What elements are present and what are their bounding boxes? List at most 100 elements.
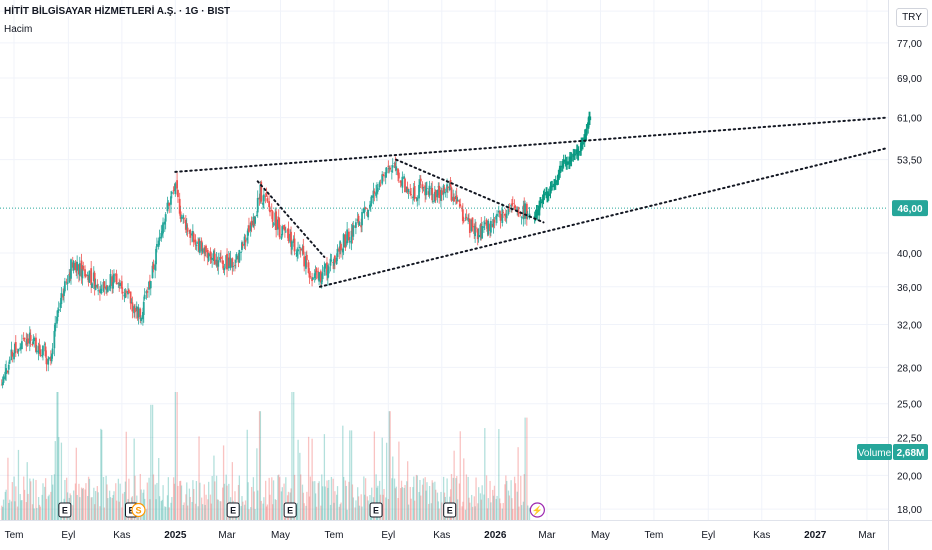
candle-body xyxy=(57,308,60,312)
volume-bar xyxy=(33,508,35,520)
volume-bar xyxy=(171,497,173,520)
candle-body xyxy=(446,184,448,193)
volume-bar xyxy=(179,481,181,520)
candle-body xyxy=(443,187,446,193)
candle-body xyxy=(284,231,287,233)
volume-bar xyxy=(391,478,393,520)
candle-body xyxy=(85,274,87,277)
volume-bar xyxy=(160,501,162,520)
volume-bar xyxy=(44,478,47,520)
volume-bar xyxy=(90,497,92,520)
volume-bar xyxy=(168,507,170,520)
volume-bar xyxy=(382,494,384,520)
volume-bar xyxy=(9,499,11,520)
candle-body xyxy=(330,259,333,261)
volume-bar xyxy=(209,494,212,520)
candle-body xyxy=(391,165,394,168)
volume-bar xyxy=(351,484,354,520)
volume-bar xyxy=(440,491,442,520)
volume-bar xyxy=(105,475,107,520)
candle-body xyxy=(163,221,166,225)
volume-bar xyxy=(11,482,13,520)
volume-bar xyxy=(222,487,224,520)
volume-bar xyxy=(293,474,296,520)
volume-bar xyxy=(428,486,431,520)
candle-body xyxy=(389,167,391,170)
candle-body xyxy=(127,289,130,294)
candle-body xyxy=(152,263,155,270)
candle-body xyxy=(357,215,360,225)
projection-candle-body xyxy=(562,159,565,164)
volume-bar xyxy=(197,506,199,520)
volume-bar xyxy=(210,503,212,520)
candle-body xyxy=(192,233,195,243)
candle-body xyxy=(283,227,286,231)
currency-button[interactable]: TRY xyxy=(896,8,928,27)
candle-body xyxy=(155,248,157,265)
volume-bar xyxy=(100,428,102,520)
projection-candle-body xyxy=(572,153,575,158)
candle-body xyxy=(84,269,86,277)
volume-bar xyxy=(395,486,397,520)
volume-bar xyxy=(102,477,105,520)
volume-bar xyxy=(280,491,283,520)
candle-body xyxy=(336,248,339,258)
volume-bar xyxy=(57,392,59,520)
volume-bar xyxy=(240,506,242,520)
volume-bar xyxy=(355,500,357,520)
volume-bar xyxy=(54,441,56,520)
candle-body xyxy=(241,243,244,247)
volume-bar xyxy=(148,477,150,520)
candle-body xyxy=(418,181,421,185)
candle-body xyxy=(397,168,399,176)
volume-bar xyxy=(360,494,362,520)
volume-bar xyxy=(450,473,453,520)
volume-bar xyxy=(155,499,157,520)
volume-bar xyxy=(401,487,404,520)
candle-body xyxy=(508,206,511,209)
volume-bar xyxy=(260,500,262,520)
volume-bar xyxy=(31,504,34,520)
volume-bar xyxy=(97,492,99,520)
volume-indicator-label[interactable]: Hacim xyxy=(4,24,33,35)
volume-bar xyxy=(262,503,264,520)
volume-bar xyxy=(23,489,26,520)
candle-body xyxy=(156,243,158,247)
projection-candle-body xyxy=(537,205,541,216)
candle-body xyxy=(270,210,273,212)
volume-bar xyxy=(343,476,345,520)
candle-body xyxy=(341,248,344,253)
volume-bar xyxy=(297,439,299,520)
candle-body xyxy=(416,197,419,201)
candle-body xyxy=(66,282,69,285)
candle-body xyxy=(189,229,192,238)
volume-bar xyxy=(271,477,273,520)
candle-body xyxy=(384,172,387,178)
candle-body xyxy=(211,257,214,260)
volume-bar xyxy=(108,490,111,520)
candle-body xyxy=(440,190,442,201)
price-tick-label: 69,00 xyxy=(897,74,922,85)
volume-bar xyxy=(281,487,283,520)
candle-body xyxy=(174,183,177,195)
volume-bar xyxy=(115,483,117,520)
candle-body xyxy=(471,217,474,228)
volume-bar xyxy=(47,496,49,520)
candle-body xyxy=(80,260,83,277)
candle-body xyxy=(481,226,484,239)
candle-body xyxy=(314,270,317,275)
candle-body xyxy=(499,213,502,221)
volume-bar xyxy=(397,498,399,520)
candle-body xyxy=(97,290,100,292)
volume-bar xyxy=(336,494,338,520)
volume-bar xyxy=(469,502,471,520)
candle-body xyxy=(461,207,463,209)
trendline xyxy=(395,158,545,224)
candle-body xyxy=(7,364,10,370)
volume-bar xyxy=(19,494,21,520)
projection-candle-body xyxy=(538,201,542,206)
symbol-title[interactable]: HİTİT BİLGİSAYAR HİZMETLERİ A.Ş. · 1G · … xyxy=(4,6,231,17)
volume-bar xyxy=(324,486,326,520)
candle-body xyxy=(483,222,486,225)
